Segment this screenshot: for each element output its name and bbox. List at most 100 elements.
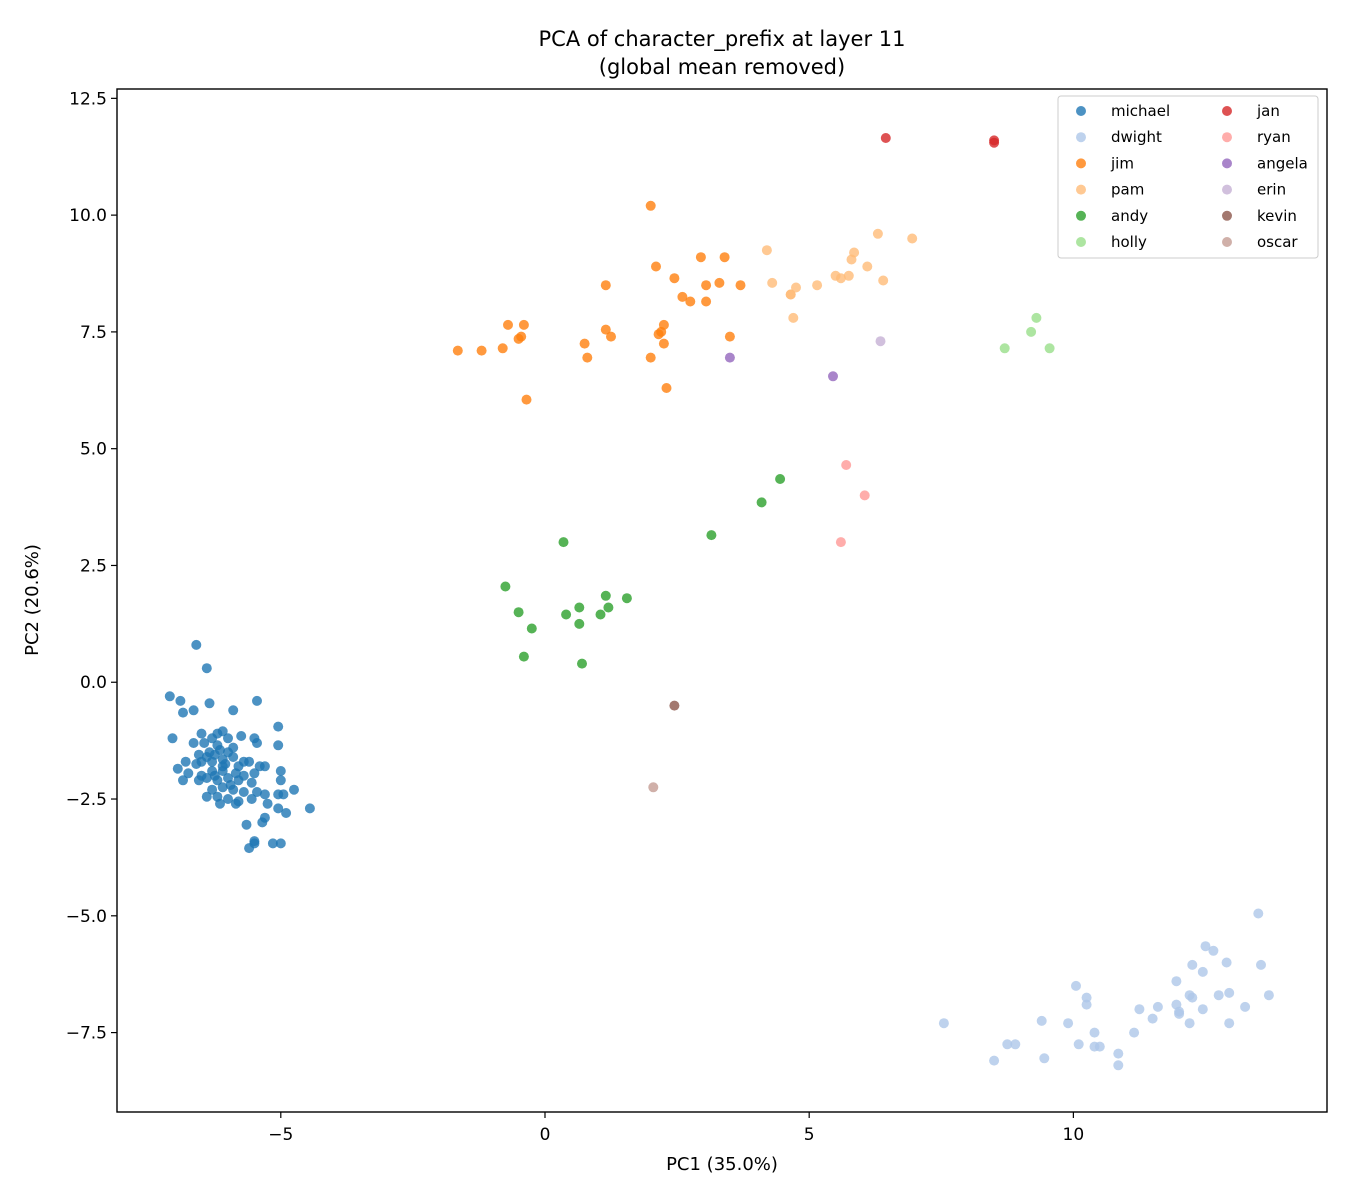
data-point-dwight (1129, 1027, 1140, 1038)
data-point-jim (606, 331, 616, 342)
x-tick-label: 10 (1063, 1125, 1085, 1145)
data-point-michael (273, 740, 284, 751)
data-point-dwight (1253, 908, 1264, 919)
data-point-michael (207, 784, 218, 795)
data-point-pam (785, 289, 796, 300)
legend-marker-erin (1222, 184, 1232, 195)
y-tick-label: 7.5 (80, 323, 107, 343)
data-point-michael (252, 695, 262, 706)
series-angela (724, 352, 838, 382)
data-point-jim (651, 261, 661, 272)
data-point-dwight (1147, 1013, 1158, 1024)
data-point-michael (267, 838, 278, 849)
legend-label-jim: jim (1110, 154, 1134, 172)
data-point-pam (835, 273, 846, 284)
y-tick-label: 0.0 (80, 673, 107, 693)
data-point-jim (497, 343, 508, 354)
legend-marker-holly (1076, 237, 1086, 247)
y-tick-label: −5.0 (66, 907, 107, 927)
data-point-michael (289, 784, 299, 795)
data-point-angela (828, 371, 838, 382)
data-point-jim (658, 319, 669, 330)
legend-label-ryan: ryan (1257, 128, 1291, 146)
legend-label-kevin: kevin (1257, 207, 1297, 225)
x-axis-label: PC1 (35.0%) (666, 1154, 778, 1175)
series-kevin (669, 700, 680, 711)
data-point-jim (661, 383, 672, 393)
data-point-angela (724, 352, 735, 363)
data-point-ryan (841, 460, 852, 470)
legend-label-jan: jan (1256, 102, 1280, 120)
y-tick-label: −2.5 (66, 790, 107, 810)
data-point-michael (246, 777, 257, 788)
data-point-erin (875, 336, 886, 347)
data-point-andy (518, 651, 529, 662)
x-tick-label: 0 (540, 1125, 551, 1145)
data-point-michael (275, 775, 286, 786)
data-point-pam (907, 233, 918, 244)
data-point-michael (209, 770, 220, 781)
data-point-jim (714, 277, 725, 288)
data-point-ryan (835, 537, 846, 548)
data-point-andy (706, 530, 717, 541)
data-point-dwight (1213, 990, 1224, 1001)
data-point-michael (236, 731, 247, 741)
data-point-michael (273, 803, 284, 814)
data-point-jim (503, 319, 513, 330)
data-point-michael (223, 733, 233, 744)
data-point-andy (621, 593, 632, 604)
data-point-pam (878, 275, 889, 286)
data-point-jim (701, 296, 712, 307)
data-point-dwight (1081, 999, 1092, 1010)
data-point-dwight (989, 1055, 1000, 1066)
series-oscar (648, 782, 659, 793)
x-tick-label: 5 (804, 1125, 815, 1145)
y-tick-label: 5.0 (80, 440, 107, 460)
data-point-dwight (1197, 966, 1208, 977)
data-point-michael (178, 775, 188, 786)
data-point-dwight (1094, 1041, 1105, 1052)
data-point-michael (225, 780, 236, 790)
chart-subtitle: (global mean removed) (599, 55, 845, 79)
legend-box (1057, 95, 1319, 259)
data-point-michael (217, 726, 228, 737)
data-point-dwight (1071, 980, 1081, 991)
data-point-michael (207, 756, 218, 767)
data-point-pam (761, 245, 772, 256)
data-point-jim (579, 338, 590, 349)
data-point-dwight (1039, 1053, 1050, 1064)
data-point-michael (259, 789, 270, 800)
data-point-jim (735, 280, 746, 291)
data-point-andy (595, 609, 606, 620)
data-point-michael (191, 759, 202, 769)
data-point-michael (252, 787, 262, 797)
series-pam (761, 228, 918, 323)
data-point-michael (233, 775, 244, 786)
data-point-michael (183, 768, 194, 779)
data-point-michael (273, 721, 284, 732)
data-point-michael (191, 639, 202, 650)
legend-marker-andy (1076, 210, 1086, 221)
data-point-kevin (669, 700, 680, 711)
data-point-jan (989, 137, 1000, 148)
data-point-dwight (1089, 1027, 1100, 1038)
data-point-andy (756, 497, 767, 508)
data-point-jim (518, 319, 529, 330)
data-point-michael (238, 787, 249, 797)
data-point-michael (262, 798, 273, 809)
legend-marker-ryan (1222, 132, 1232, 143)
data-point-michael (249, 768, 260, 779)
data-point-dwight (1263, 990, 1274, 1001)
data-point-michael (178, 707, 188, 718)
data-point-holly (1026, 326, 1037, 337)
data-point-michael (201, 791, 212, 802)
legend-label-dwight: dwight (1111, 128, 1162, 146)
legend: michael dwight jim pam andy holly jan ryan angel… (1057, 95, 1319, 259)
data-point-michael (217, 761, 228, 772)
legend-marker-oscar (1222, 237, 1232, 247)
y-tick-label: 12.5 (69, 89, 107, 109)
data-point-michael (188, 738, 199, 748)
data-point-jim (645, 200, 656, 211)
legend-marker-michael (1076, 106, 1086, 116)
